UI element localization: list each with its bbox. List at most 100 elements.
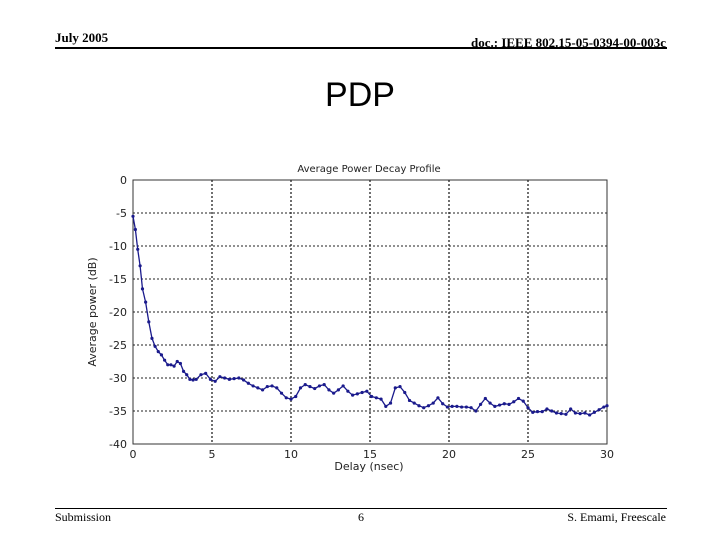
data-point <box>169 363 173 367</box>
y-tick-label: -10 <box>109 240 127 253</box>
x-tick-label: 5 <box>209 448 216 461</box>
footer-submission: Submission <box>55 510 112 524</box>
data-point <box>360 390 364 395</box>
data-point <box>317 384 322 388</box>
data-point <box>232 377 236 381</box>
data-point <box>172 364 176 368</box>
data-point <box>185 373 189 377</box>
x-tick-label: 10 <box>284 448 298 461</box>
data-point <box>227 377 231 381</box>
data-point <box>422 406 426 410</box>
data-point <box>265 384 269 389</box>
data-point <box>554 411 559 415</box>
data-point <box>469 406 473 410</box>
data-point <box>260 388 265 392</box>
x-tick-label: 30 <box>600 448 614 461</box>
data-point <box>497 403 502 407</box>
data-point <box>223 376 227 380</box>
data-point <box>213 379 217 383</box>
data-point <box>159 353 164 357</box>
data-series <box>131 214 609 417</box>
header-doc-id: doc.: IEEE 802.15-05-0394-00-003c <box>471 35 666 50</box>
data-point <box>502 402 506 406</box>
data-point <box>270 384 274 388</box>
data-point <box>188 377 192 381</box>
data-point <box>412 401 416 405</box>
header-rule <box>55 47 667 49</box>
data-point <box>578 412 582 416</box>
data-point <box>431 401 435 405</box>
data-point <box>275 386 279 390</box>
data-point <box>351 393 355 397</box>
data-point <box>355 392 359 396</box>
y-tick-label: -20 <box>109 306 127 319</box>
data-point <box>526 406 530 410</box>
data-point <box>204 371 208 375</box>
data-point <box>322 383 326 387</box>
data-point <box>194 377 198 381</box>
data-point <box>336 388 340 392</box>
y-axis-label: Average power (dB) <box>86 257 99 366</box>
data-point <box>417 404 421 408</box>
data-point <box>483 396 487 401</box>
data-point <box>256 386 260 390</box>
y-tick-label: -40 <box>109 438 127 451</box>
data-point <box>592 410 596 414</box>
data-point <box>464 405 468 409</box>
data-point <box>516 396 521 401</box>
data-point <box>474 409 478 413</box>
tick-labels: 0 5 10 15 20 25 30 0 -5 -10 -15 -20 -25 -30 -35 -40 <box>109 174 614 461</box>
data-point <box>153 344 157 348</box>
data-point <box>133 227 137 232</box>
data-point <box>166 363 170 367</box>
data-point <box>507 402 511 406</box>
data-point <box>136 247 140 251</box>
data-point <box>545 407 549 411</box>
data-point <box>384 404 388 408</box>
data-point <box>564 412 568 416</box>
data-point <box>445 405 450 409</box>
data-point <box>144 300 148 304</box>
y-tick-label: -35 <box>109 405 127 418</box>
data-point <box>512 400 516 404</box>
x-tick-label: 20 <box>442 448 456 461</box>
data-point <box>251 384 255 388</box>
data-point <box>298 386 303 390</box>
data-point <box>150 336 154 340</box>
data-point <box>426 404 431 408</box>
data-point <box>436 396 440 400</box>
data-point <box>535 410 540 414</box>
y-tick-label: -30 <box>109 372 127 385</box>
data-point <box>242 378 246 382</box>
data-point <box>341 384 345 388</box>
y-tick-label: -5 <box>116 207 127 220</box>
data-point <box>379 397 383 401</box>
data-point <box>191 378 195 382</box>
data-point <box>398 384 402 389</box>
data-point <box>488 401 492 405</box>
data-point <box>218 375 222 379</box>
data-point <box>559 412 563 416</box>
y-tick-label: 0 <box>120 174 127 187</box>
data-point <box>294 394 298 399</box>
data-point <box>450 404 454 408</box>
data-point <box>602 405 606 409</box>
data-point <box>573 411 578 415</box>
data-point <box>441 402 445 406</box>
data-point <box>208 377 213 381</box>
data-point <box>531 410 535 414</box>
data-point <box>279 391 284 395</box>
data-point <box>156 350 160 354</box>
data-point <box>597 408 601 412</box>
data-point <box>455 404 459 408</box>
data-point <box>540 410 544 414</box>
x-tick-label: 15 <box>363 448 377 461</box>
x-tick-label: 25 <box>521 448 535 461</box>
chart-title: Average Power Decay Profile <box>297 164 440 175</box>
footer-author: S. Emami, Freescale <box>567 510 666 524</box>
data-point <box>332 391 336 395</box>
data-point <box>569 407 573 411</box>
data-point <box>140 287 145 291</box>
data-point <box>407 398 412 403</box>
